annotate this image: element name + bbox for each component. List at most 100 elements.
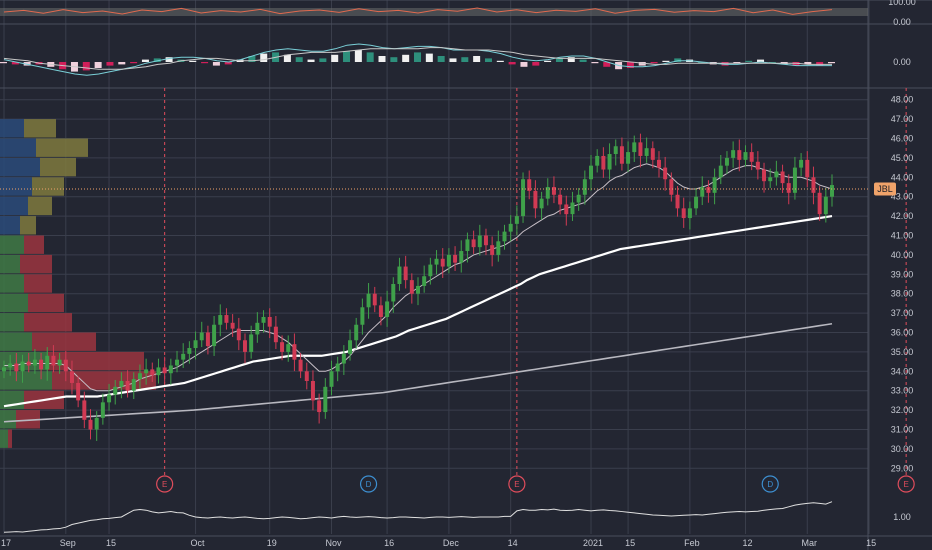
- candle[interactable]: [774, 160, 779, 186]
- candle[interactable]: [502, 224, 507, 250]
- candle[interactable]: [329, 360, 334, 396]
- candle[interactable]: [354, 317, 359, 349]
- candle[interactable]: [76, 376, 81, 408]
- candle[interactable]: [551, 176, 556, 204]
- candle[interactable]: [681, 197, 686, 228]
- candle[interactable]: [181, 343, 186, 369]
- candle[interactable]: [131, 372, 136, 400]
- candles[interactable]: [2, 133, 834, 441]
- macd-panel[interactable]: [0, 43, 835, 76]
- candle[interactable]: [51, 345, 56, 373]
- candle[interactable]: [434, 250, 439, 275]
- candle[interactable]: [731, 141, 736, 168]
- candle[interactable]: [508, 215, 513, 242]
- candle[interactable]: [589, 154, 594, 191]
- candle[interactable]: [490, 236, 495, 267]
- candle[interactable]: [366, 283, 371, 319]
- candle[interactable]: [385, 290, 390, 327]
- candle[interactable]: [650, 141, 655, 169]
- candle[interactable]: [82, 391, 87, 429]
- candle[interactable]: [656, 151, 661, 178]
- candle[interactable]: [298, 352, 303, 379]
- candle[interactable]: [391, 277, 396, 313]
- candle[interactable]: [514, 205, 519, 236]
- candle[interactable]: [205, 325, 210, 355]
- candle[interactable]: [632, 135, 637, 162]
- candle[interactable]: [242, 333, 247, 364]
- candle[interactable]: [792, 156, 797, 200]
- candle[interactable]: [533, 180, 538, 219]
- earnings-badge[interactable]: E: [508, 475, 526, 493]
- candle[interactable]: [663, 156, 668, 191]
- candle[interactable]: [156, 358, 161, 384]
- candle[interactable]: [175, 350, 180, 373]
- candle[interactable]: [687, 201, 692, 230]
- candle[interactable]: [113, 380, 118, 405]
- candle[interactable]: [2, 360, 6, 379]
- candle[interactable]: [768, 168, 773, 188]
- candle[interactable]: [8, 354, 13, 376]
- candle[interactable]: [440, 248, 445, 278]
- candle[interactable]: [20, 354, 25, 383]
- dividend-badge[interactable]: D: [761, 475, 779, 493]
- candle[interactable]: [193, 331, 198, 360]
- candle[interactable]: [595, 149, 600, 173]
- candle[interactable]: [564, 195, 569, 226]
- candle[interactable]: [168, 358, 173, 385]
- candle[interactable]: [471, 230, 476, 254]
- candle[interactable]: [144, 358, 149, 385]
- candle[interactable]: [107, 383, 112, 411]
- candle[interactable]: [724, 151, 729, 175]
- candle[interactable]: [372, 286, 377, 313]
- candle[interactable]: [32, 348, 37, 374]
- earnings-badge[interactable]: E: [156, 475, 174, 493]
- candle[interactable]: [706, 180, 711, 203]
- candle[interactable]: [292, 333, 297, 372]
- candle[interactable]: [496, 230, 501, 262]
- candle[interactable]: [39, 352, 44, 380]
- candle[interactable]: [88, 409, 93, 440]
- candle[interactable]: [26, 352, 31, 373]
- candle[interactable]: [817, 186, 822, 221]
- candle[interactable]: [286, 335, 291, 362]
- candle[interactable]: [799, 153, 804, 176]
- candle[interactable]: [428, 257, 433, 285]
- candle[interactable]: [780, 164, 785, 194]
- candle[interactable]: [805, 151, 810, 188]
- candle[interactable]: [644, 137, 649, 163]
- candle[interactable]: [45, 347, 50, 381]
- candle[interactable]: [230, 314, 235, 337]
- candle[interactable]: [14, 352, 19, 382]
- candle[interactable]: [335, 356, 340, 382]
- dividend-badge[interactable]: D: [359, 475, 378, 493]
- candle[interactable]: [341, 345, 346, 375]
- candle[interactable]: [459, 240, 464, 273]
- candle[interactable]: [69, 360, 74, 395]
- candle[interactable]: [786, 174, 791, 205]
- candle[interactable]: [255, 312, 260, 343]
- candle[interactable]: [63, 350, 68, 382]
- candle[interactable]: [830, 174, 834, 207]
- candle[interactable]: [762, 162, 767, 193]
- candle[interactable]: [304, 362, 309, 390]
- candle[interactable]: [545, 178, 550, 206]
- candle[interactable]: [125, 370, 130, 398]
- candle[interactable]: [317, 393, 322, 424]
- candle[interactable]: [823, 187, 828, 223]
- candle[interactable]: [613, 139, 618, 166]
- candle[interactable]: [465, 232, 470, 263]
- candle[interactable]: [162, 356, 167, 384]
- candle[interactable]: [749, 143, 754, 171]
- candle[interactable]: [409, 273, 414, 304]
- candle[interactable]: [218, 304, 223, 337]
- candle[interactable]: [638, 133, 643, 168]
- candle[interactable]: [607, 143, 612, 180]
- candle[interactable]: [619, 137, 624, 171]
- candle[interactable]: [57, 352, 62, 374]
- candle[interactable]: [187, 341, 192, 364]
- rsi-panel[interactable]: [0, 7, 868, 16]
- candle[interactable]: [236, 317, 241, 351]
- candle[interactable]: [403, 255, 408, 289]
